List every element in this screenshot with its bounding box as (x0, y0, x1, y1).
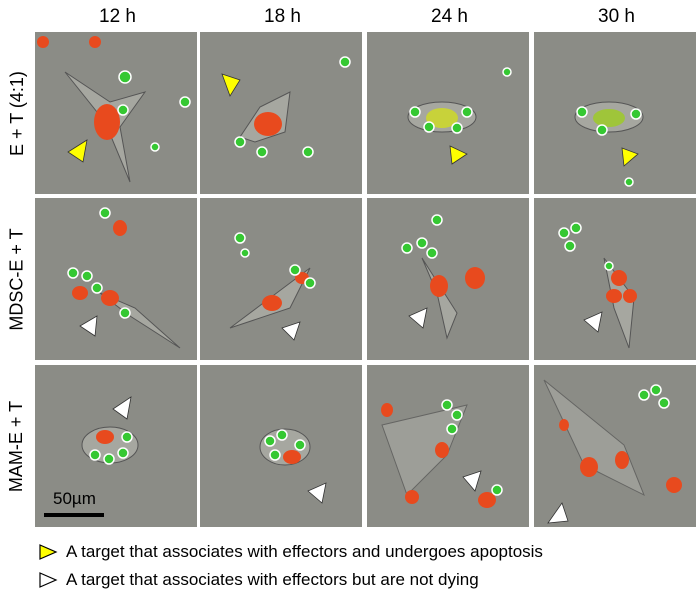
column-label-12h: 12 h (99, 6, 136, 27)
white-arrowhead-icon (408, 307, 428, 329)
micrograph-e-t-30h (534, 32, 696, 194)
micrograph-mdsc-e-t-18h (200, 198, 362, 360)
row-label-mdsc-e-t: MDSC-E + T (6, 227, 27, 331)
legend-item-not-dying: A target that associates with effectors … (38, 570, 479, 590)
yellow-arrowhead-icon (449, 145, 468, 165)
micrograph-mdsc-e-t-30h (534, 198, 696, 360)
column-label-30h: 30 h (598, 6, 635, 27)
yellow-arrowhead-icon (621, 147, 639, 167)
white-arrowhead-icon (39, 572, 58, 588)
yellow-arrowhead-icon (67, 139, 88, 163)
micrograph-e-t-12h (35, 32, 197, 194)
legend-text-not-dying: A target that associates with effectors … (66, 570, 479, 589)
micrograph-mam-e-t-24h (367, 365, 529, 527)
white-arrowhead-icon (112, 396, 132, 420)
scale-bar (44, 513, 104, 517)
white-arrowhead-icon (547, 502, 569, 524)
micrograph-mdsc-e-t-12h (35, 198, 197, 360)
white-arrowhead-icon (281, 321, 301, 341)
yellow-arrowhead-icon (39, 544, 58, 560)
legend-text-apoptosis: A target that associates with effectors … (66, 542, 543, 561)
micrograph-mam-e-t-12h (35, 365, 197, 527)
micrograph-mam-e-t-18h (200, 365, 362, 527)
micrograph-e-t-24h (367, 32, 529, 194)
white-arrowhead-icon (583, 311, 603, 333)
white-arrowhead-icon (307, 482, 327, 504)
legend-item-apoptosis: A target that associates with effectors … (38, 542, 543, 562)
micrograph-mam-e-t-30h (534, 365, 696, 527)
micrograph-e-t-18h (200, 32, 362, 194)
column-label-18h: 18 h (264, 6, 301, 27)
column-label-24h: 24 h (431, 6, 468, 27)
micrograph-mdsc-e-t-24h (367, 198, 529, 360)
row-label-mam-e-t: MAM-E + T (6, 400, 27, 492)
yellow-arrowhead-icon (221, 73, 241, 97)
white-arrowhead-icon (462, 470, 482, 492)
white-arrowhead-icon (79, 315, 98, 337)
row-label-e-t: E + T (4:1) (6, 70, 27, 156)
scale-bar-label: 50µm (53, 489, 96, 508)
